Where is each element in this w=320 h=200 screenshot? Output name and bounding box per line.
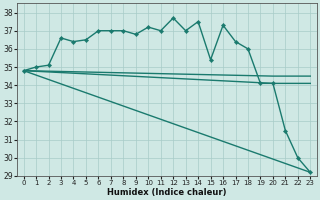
X-axis label: Humidex (Indice chaleur): Humidex (Indice chaleur) bbox=[107, 188, 227, 197]
